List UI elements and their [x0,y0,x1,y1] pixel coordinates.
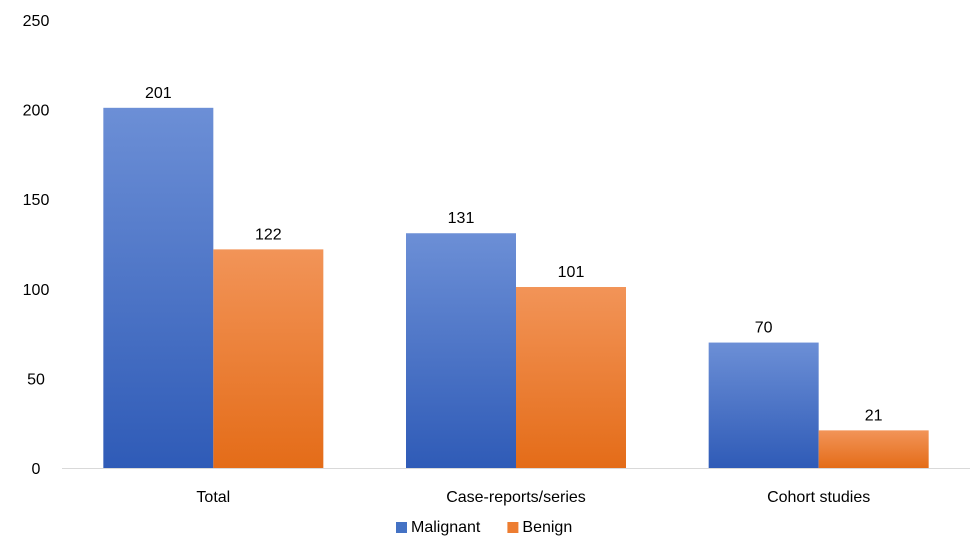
bar-benign-2 [818,430,929,468]
legend-label-benign: Benign [522,519,572,536]
data-label: 70 [755,320,773,337]
legend-swatch-benign [507,522,519,533]
data-label: 201 [145,85,172,102]
y-tick-label: 100 [23,282,50,299]
data-label: 131 [448,210,475,227]
bar-benign-0 [213,249,324,468]
bar-malignant-1 [406,233,516,468]
legend-swatch-malignant [396,522,407,533]
bar-benign-1 [516,287,626,468]
x-tick-label: Case-reports/series [446,489,586,506]
bar-malignant-2 [708,342,819,468]
y-tick-label: 0 [32,461,41,478]
y-axis: 0 50 100 150 200 250 [23,13,50,478]
x-tick-label: Total [196,489,230,506]
x-axis: Total Case-reports/series Cohort studies [62,468,970,506]
bar-malignant-0 [103,107,214,469]
legend-label-malignant: Malignant [411,519,481,536]
x-tick-label: Cohort studies [767,489,870,506]
data-label: 101 [558,264,585,281]
y-tick-label: 150 [23,192,50,209]
legend: Malignant Benign [396,519,572,536]
y-tick-label: 200 [23,103,50,120]
data-label: 122 [255,226,282,243]
y-tick-label: 50 [27,371,45,388]
data-label: 21 [865,407,883,424]
plot-area: 201 122 131 101 70 21 [103,85,929,469]
y-tick-label: 250 [23,13,50,30]
